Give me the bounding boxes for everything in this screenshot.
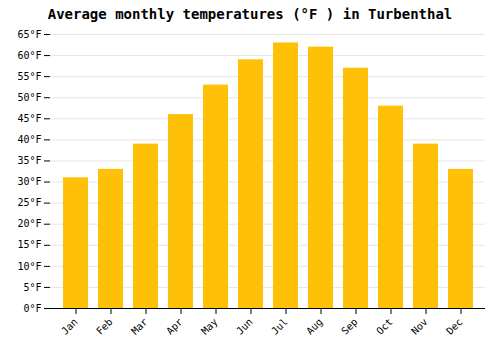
svg-text:40°F: 40°F bbox=[17, 134, 41, 145]
svg-text:60°F: 60°F bbox=[17, 50, 41, 61]
svg-text:5°F: 5°F bbox=[23, 282, 41, 293]
svg-text:20°F: 20°F bbox=[17, 218, 41, 229]
svg-text:25°F: 25°F bbox=[17, 197, 41, 208]
svg-text:Feb: Feb bbox=[94, 316, 115, 337]
svg-text:Jun: Jun bbox=[234, 316, 255, 337]
svg-text:Jan: Jan bbox=[59, 316, 80, 337]
svg-text:Nov: Nov bbox=[409, 316, 430, 337]
svg-text:10°F: 10°F bbox=[17, 261, 41, 272]
svg-text:Apr: Apr bbox=[164, 316, 185, 337]
svg-text:Oct: Oct bbox=[374, 316, 395, 337]
svg-text:65°F: 65°F bbox=[17, 29, 41, 40]
svg-text:15°F: 15°F bbox=[17, 239, 41, 250]
svg-text:Sep: Sep bbox=[339, 316, 360, 337]
svg-text:35°F: 35°F bbox=[17, 155, 41, 166]
svg-text:Mar: Mar bbox=[129, 316, 150, 337]
svg-text:45°F: 45°F bbox=[17, 113, 41, 124]
svg-text:May: May bbox=[199, 316, 220, 337]
svg-text:Dec: Dec bbox=[444, 316, 465, 337]
svg-text:55°F: 55°F bbox=[17, 71, 41, 82]
svg-text:0°F: 0°F bbox=[23, 303, 41, 314]
svg-text:Aug: Aug bbox=[304, 316, 325, 337]
svg-text:50°F: 50°F bbox=[17, 92, 41, 103]
svg-text:Jul: Jul bbox=[269, 316, 290, 337]
html-text:Average monthly temperatures (: Average monthly temperatures (°F ) in Tu… bbox=[47, 6, 453, 22]
svg-text:30°F: 30°F bbox=[17, 176, 41, 187]
